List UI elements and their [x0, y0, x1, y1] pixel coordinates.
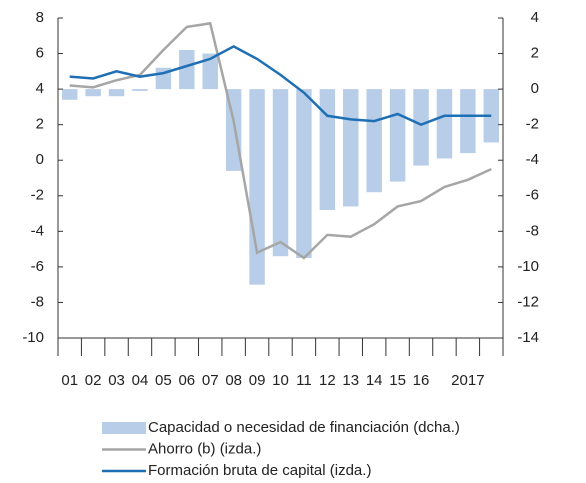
y-tick-label: -4: [31, 222, 44, 239]
line-series: [69, 21, 492, 260]
bar: [389, 89, 406, 182]
bar: [108, 89, 125, 97]
bar: [296, 89, 312, 258]
y-tick-label: 6: [36, 45, 44, 62]
y2-tick-label: 4: [531, 9, 539, 26]
y2-tick-label: -8: [526, 222, 539, 239]
y-tick-label: 0: [36, 151, 44, 168]
legend-swatch: [102, 422, 146, 434]
bar: [343, 89, 359, 207]
x-tick-label: 11: [296, 372, 312, 389]
x-tick-label: 04: [132, 372, 149, 389]
x-tick-label: 03: [108, 372, 125, 389]
y-tick-label: -6: [31, 258, 44, 275]
y2-tick-label: -14: [517, 329, 539, 346]
x-tick-label: 2017: [451, 372, 484, 389]
y-tick-label: -10: [22, 329, 44, 346]
bar: [61, 89, 78, 100]
x-tick-label: 16: [413, 372, 430, 389]
bar: [272, 89, 289, 257]
y-tick-label: 2: [36, 116, 44, 133]
x-tick-label: 06: [178, 372, 195, 389]
x-tick-label: 09: [249, 372, 266, 389]
bar: [319, 89, 336, 210]
x-tick-label: 13: [342, 372, 359, 389]
x-tick-label: 02: [85, 372, 102, 389]
y2-tick-label: 0: [531, 80, 539, 97]
bar: [366, 89, 382, 193]
x-tick-label: 15: [389, 372, 406, 389]
y-tick-label: -2: [31, 187, 44, 204]
y-tick-label: 8: [36, 9, 44, 26]
y2-tick-label: -4: [526, 151, 539, 168]
y2-tick-label: -12: [517, 293, 539, 310]
x-tick-label: 01: [61, 372, 78, 389]
y2-tick-label: -6: [526, 187, 539, 204]
y2-tick-label: -10: [517, 258, 539, 275]
bar: [179, 50, 195, 90]
legend-label: Formación bruta de capital (izda.): [148, 462, 371, 479]
y2-tick-label: -2: [526, 116, 539, 133]
x-tick-label: 07: [202, 372, 219, 389]
legend-label: Ahorro (b) (izda.): [148, 440, 261, 457]
bar: [132, 89, 148, 91]
bar: [249, 89, 265, 285]
y-tick-label: 4: [36, 80, 44, 97]
line-series: [69, 45, 492, 127]
x-tick-label: 14: [366, 372, 383, 389]
y2-tick-label: 2: [531, 45, 539, 62]
x-tick-label: 10: [272, 372, 289, 389]
x-tick-label: 12: [319, 372, 336, 389]
bar: [436, 89, 453, 159]
bar: [202, 53, 218, 90]
x-tick-label: 05: [155, 372, 172, 389]
x-tick-label: 08: [225, 372, 242, 389]
bar: [413, 89, 429, 166]
legend-label: Capacidad o necesidad de financiación (d…: [148, 419, 460, 436]
bar: [85, 89, 101, 97]
y-tick-label: -8: [31, 293, 44, 310]
bar: [460, 89, 476, 154]
